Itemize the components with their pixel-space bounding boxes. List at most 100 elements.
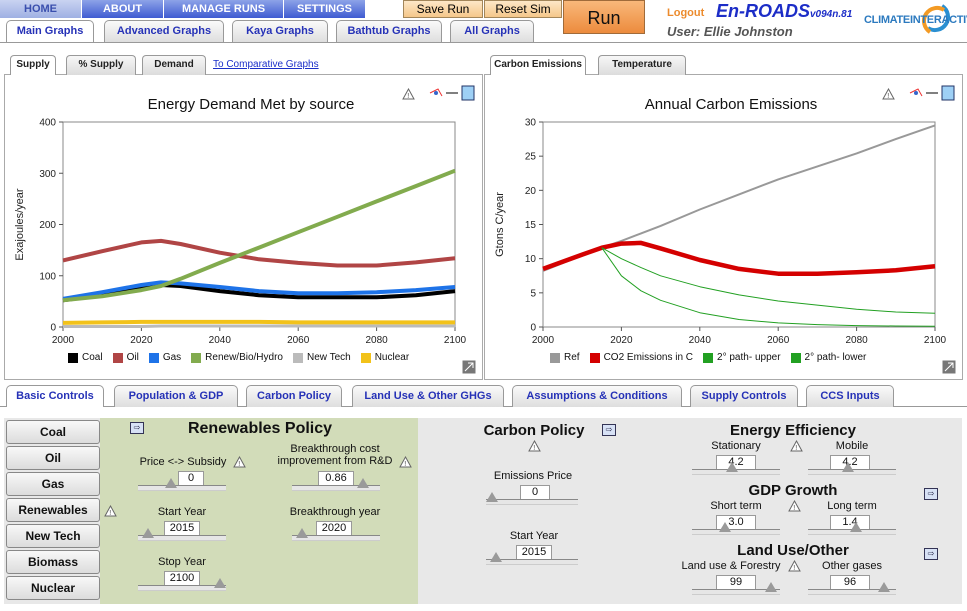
reset-sim-button[interactable]: Reset Sim: [484, 0, 562, 18]
breakthrough-cost-value[interactable]: 0.86: [318, 471, 354, 486]
slider-thumb[interactable]: [357, 478, 370, 488]
zoom-controls-icon[interactable]: [428, 84, 476, 102]
tab-basic-controls[interactable]: Basic Controls: [6, 385, 104, 407]
svg-text:!: !: [793, 505, 795, 512]
start-year-slider[interactable]: [138, 528, 226, 541]
tab-all-graphs[interactable]: All Graphs: [450, 20, 534, 42]
x-tick-label: 2060: [287, 335, 310, 346]
emissions-price-value[interactable]: 0: [520, 485, 550, 500]
subtab-carbon-emissions[interactable]: Carbon Emissions: [490, 55, 586, 75]
slider-thumb[interactable]: [214, 578, 226, 588]
legend-swatch: [191, 352, 202, 363]
expand-panel-icon[interactable]: ⇨: [130, 422, 144, 434]
warning-icon[interactable]: !: [788, 560, 801, 572]
other-gases-value[interactable]: 96: [830, 575, 870, 590]
subtab-temperature[interactable]: Temperature: [598, 55, 686, 75]
source-button-oil[interactable]: Oil: [6, 446, 100, 470]
slider-thumb[interactable]: [490, 552, 502, 562]
source-button-biomass[interactable]: Biomass: [6, 550, 100, 574]
legend-swatch: [112, 352, 123, 363]
expand-panel-icon[interactable]: ⇨: [924, 488, 938, 500]
slider-thumb[interactable]: [842, 462, 855, 472]
series-line-co2-emissions-in-c: [542, 240, 936, 276]
slider-thumb[interactable]: [849, 522, 862, 532]
long-term-slider[interactable]: [808, 522, 896, 535]
expand-panel-icon[interactable]: ⇨: [924, 548, 938, 560]
tab-supply-controls[interactable]: Supply Controls: [690, 385, 798, 407]
source-button-new-tech[interactable]: New Tech: [6, 524, 100, 548]
source-button-gas[interactable]: Gas: [6, 472, 100, 496]
slider-thumb[interactable]: [877, 582, 890, 592]
warning-icon[interactable]: !: [402, 88, 415, 100]
run-button[interactable]: Run: [563, 0, 645, 34]
tab-land-use[interactable]: Land Use & Other GHGs: [352, 385, 504, 407]
short-term-label: Short term: [710, 500, 762, 512]
expand-icon[interactable]: [462, 360, 476, 374]
warning-icon[interactable]: !: [790, 440, 803, 452]
tab-bathtub-graphs[interactable]: Bathtub Graphs: [336, 20, 442, 42]
emissions-price-slider[interactable]: [486, 492, 578, 505]
stationary-slider[interactable]: [692, 462, 780, 475]
tab-carbon-policy[interactable]: Carbon Policy: [246, 385, 342, 407]
subtab-supply[interactable]: Supply: [10, 55, 56, 75]
tab-main-graphs[interactable]: Main Graphs: [6, 20, 94, 42]
slider-thumb[interactable]: [164, 478, 177, 488]
x-tick-label: 2100: [924, 335, 947, 346]
x-tick-label: 2080: [845, 335, 868, 346]
land-use-forestry-slider[interactable]: [692, 582, 780, 595]
logout-link[interactable]: Logout: [667, 7, 705, 19]
tab-ccs-inputs[interactable]: CCS Inputs: [806, 385, 894, 407]
mobile-slider[interactable]: [808, 462, 896, 475]
svg-text:!: !: [795, 445, 797, 452]
expand-panel-icon[interactable]: ⇨: [602, 424, 616, 436]
source-button-nuclear[interactable]: Nuclear: [6, 576, 100, 600]
price-subsidy-value[interactable]: 0: [178, 471, 204, 486]
about-tab[interactable]: ABOUT: [82, 0, 164, 18]
save-run-button[interactable]: Save Run: [403, 0, 483, 18]
source-button-coal[interactable]: Coal: [6, 420, 100, 444]
warning-icon[interactable]: !: [233, 456, 246, 468]
slider-thumb[interactable]: [718, 522, 731, 532]
tab-population-gdp[interactable]: Population & GDP: [114, 385, 238, 407]
warning-icon[interactable]: !: [788, 500, 801, 512]
start-year-value[interactable]: 2015: [164, 521, 200, 536]
stop-year-value[interactable]: 2100: [164, 571, 200, 586]
legend-item: CO2 Emissions in C: [603, 352, 694, 363]
slider-thumb[interactable]: [295, 528, 308, 538]
slider-thumb[interactable]: [486, 492, 498, 502]
slider-thumb[interactable]: [726, 462, 739, 472]
zoom-controls-icon[interactable]: [908, 84, 956, 102]
warning-icon[interactable]: !: [528, 440, 541, 452]
short-term-slider[interactable]: [692, 522, 780, 535]
stop-year-slider[interactable]: [138, 578, 226, 591]
subtab-percent-supply[interactable]: % Supply: [66, 55, 136, 75]
warning-icon[interactable]: !: [104, 505, 117, 517]
slider-thumb[interactable]: [141, 528, 154, 538]
warning-icon[interactable]: !: [882, 88, 895, 100]
legend-item: New Tech: [306, 352, 351, 363]
manage-runs-tab[interactable]: MANAGE RUNS: [164, 0, 284, 18]
settings-tab[interactable]: SETTINGS: [284, 0, 366, 18]
breakthrough-cost-slider[interactable]: [292, 478, 380, 491]
legend-swatch: [68, 352, 78, 363]
slider-thumb[interactable]: [764, 582, 777, 592]
legend-swatch: [148, 352, 159, 363]
warning-icon[interactable]: !: [399, 456, 412, 468]
expand-icon[interactable]: [942, 360, 956, 374]
tab-advanced-graphs[interactable]: Advanced Graphs: [104, 20, 224, 42]
series-line-2-path-upper: [601, 247, 936, 314]
other-gases-slider[interactable]: [808, 582, 896, 595]
breakthrough-year-slider[interactable]: [292, 528, 380, 541]
comparative-graphs-link[interactable]: To Comparative Graphs: [213, 59, 319, 70]
tab-assumptions[interactable]: Assumptions & Conditions: [512, 385, 682, 407]
carbon-start-year-slider[interactable]: [486, 552, 578, 565]
carbon-start-year-value[interactable]: 2015: [516, 545, 552, 560]
tab-kaya-graphs[interactable]: Kaya Graphs: [232, 20, 328, 42]
breakthrough-year-value[interactable]: 2020: [316, 521, 352, 536]
land-use-forestry-value[interactable]: 99: [716, 575, 756, 590]
source-button-renewables[interactable]: Renewables: [6, 498, 100, 522]
subtab-demand[interactable]: Demand: [142, 55, 206, 75]
home-tab[interactable]: HOME: [0, 0, 82, 18]
energy-efficiency-title: Energy Efficiency: [730, 422, 856, 439]
price-subsidy-slider[interactable]: [138, 478, 226, 491]
